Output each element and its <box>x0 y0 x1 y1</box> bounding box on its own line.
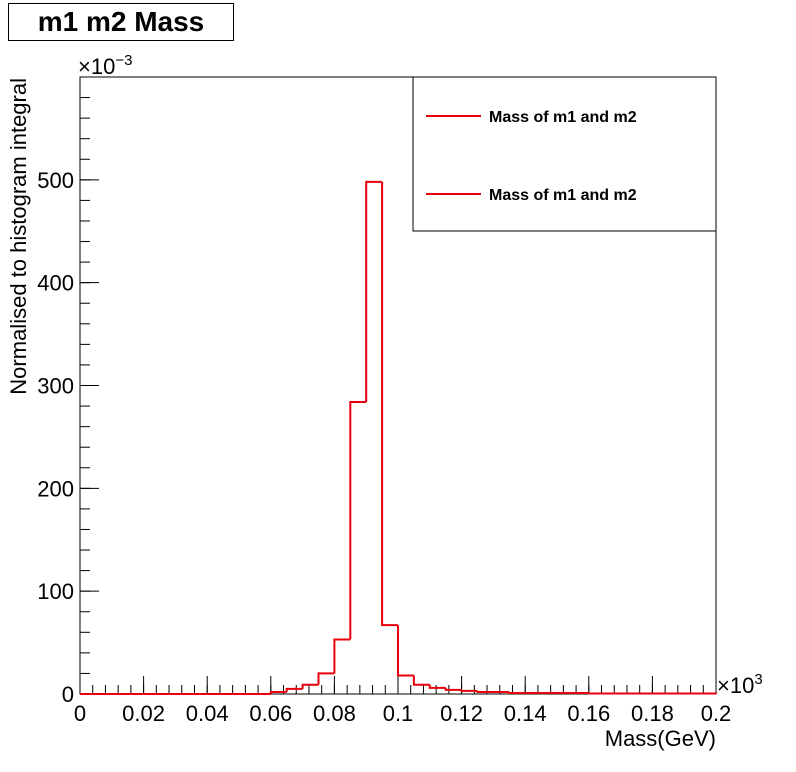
x-tick-label: 0.18 <box>631 701 674 726</box>
y-tick-label: 0 <box>62 682 74 707</box>
histogram-bin <box>444 687 462 691</box>
legend-box <box>412 76 717 232</box>
histogram-bin <box>508 691 526 694</box>
histogram-bin <box>301 683 319 689</box>
y-tick-label: 500 <box>37 168 74 193</box>
y-tick-label: 400 <box>37 271 74 296</box>
x-axis-title: Mass(GeV) <box>605 726 716 751</box>
histogram-bin <box>285 687 303 692</box>
chart-title-box: m1 m2 Mass <box>8 3 234 41</box>
x-tick-label: 0.14 <box>504 701 547 726</box>
x-tick-label: 0.12 <box>440 701 483 726</box>
axis-labels-layer: Mass(GeV) Normalised to histogram integr… <box>6 52 763 751</box>
histogram-bin <box>460 689 478 692</box>
x-tick-label: 0.06 <box>249 701 292 726</box>
histogram-bin <box>397 625 414 677</box>
y-tick-label: 300 <box>37 374 74 399</box>
histogram-bin <box>269 690 287 694</box>
x-tick-label: 0.04 <box>186 701 229 726</box>
histogram-bin <box>428 684 446 689</box>
legend-entry-label: Mass of m1 and m2 <box>489 187 637 204</box>
y-tick-label: 100 <box>37 579 74 604</box>
y-multiplier-base: ×10 <box>78 54 115 79</box>
histogram-bin <box>587 692 605 695</box>
histogram-bin <box>412 675 430 686</box>
x-tick-label: 0 <box>74 701 86 726</box>
histogram-bin <box>476 690 494 693</box>
x-multiplier-exponent: 3 <box>754 671 762 688</box>
histogram-bin <box>381 181 398 627</box>
x-tick-label: 0.1 <box>383 701 414 726</box>
x-multiplier-base: ×10 <box>717 673 754 698</box>
histogram-bin <box>349 400 367 640</box>
histogram-bin <box>317 672 335 685</box>
legend-layer: Mass of m1 and m2 Mass of m1 and m2 <box>412 76 717 232</box>
y-axis-title: Normalised to histogram integral <box>6 78 31 395</box>
x-tick-label: 0.16 <box>567 701 610 726</box>
y-multiplier: ×10−3 <box>78 52 132 79</box>
x-tick-label: 0.08 <box>313 701 356 726</box>
legend-entry-label: Mass of m1 and m2 <box>489 109 637 126</box>
histogram-layer <box>80 180 717 695</box>
y-multiplier-exponent: −3 <box>115 52 132 69</box>
histogram-bin <box>333 638 351 674</box>
y-tick-label: 200 <box>37 476 74 501</box>
chart-title: m1 m2 Mass <box>37 6 205 37</box>
x-tick-label: 0.2 <box>701 701 732 726</box>
axis-ticks-layer: 0 0.02 0.04 0.06 0.08 0.1 0.12 0.14 0.16 0.18 0.2 0… <box>37 76 732 726</box>
histogram-bin <box>365 180 383 402</box>
x-tick-label: 0.02 <box>122 701 165 726</box>
histogram-bin <box>700 692 717 695</box>
x-multiplier: ×103 <box>717 671 763 698</box>
